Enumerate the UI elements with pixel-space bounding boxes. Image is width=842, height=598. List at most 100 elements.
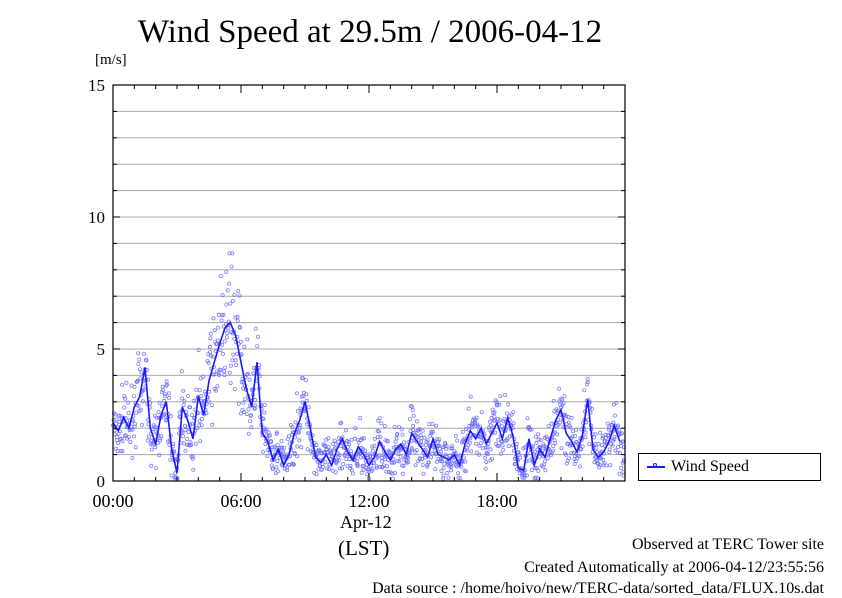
data-point — [529, 467, 534, 472]
data-point — [334, 458, 339, 463]
data-point — [543, 459, 548, 464]
data-point — [181, 441, 186, 446]
data-point — [148, 442, 153, 447]
data-point — [144, 358, 149, 363]
data-point — [410, 447, 415, 452]
data-point — [415, 434, 420, 439]
data-point — [118, 413, 123, 418]
data-point — [394, 436, 399, 441]
data-point — [555, 432, 560, 437]
data-point — [136, 351, 141, 356]
data-point — [120, 382, 125, 387]
data-point — [455, 438, 460, 443]
data-point — [445, 470, 450, 475]
data-point — [213, 388, 218, 393]
data-point — [231, 352, 236, 357]
x-axis-date-label: Apr-12 — [340, 512, 392, 532]
data-point — [516, 450, 521, 455]
data-point — [275, 442, 280, 447]
data-point — [597, 462, 602, 467]
data-point — [339, 420, 344, 425]
data-point — [215, 384, 220, 389]
data-point — [370, 467, 375, 472]
data-point — [244, 372, 249, 377]
data-point — [536, 437, 541, 442]
data-point — [188, 440, 193, 445]
data-point — [206, 399, 211, 404]
chart-title: Wind Speed at 29.5m / 2006-04-12 — [137, 14, 603, 50]
data-point — [608, 463, 613, 468]
data-point — [522, 473, 527, 478]
data-point — [330, 468, 335, 473]
data-point — [589, 406, 594, 411]
data-point — [382, 424, 387, 429]
data-point — [271, 466, 276, 471]
data-point — [314, 472, 319, 477]
data-point — [225, 288, 230, 293]
data-point — [130, 455, 135, 460]
data-point — [159, 434, 164, 439]
data-point — [293, 420, 298, 425]
data-point — [401, 440, 406, 445]
data-point — [217, 372, 222, 377]
data-point — [136, 361, 141, 366]
y-tick-label: 0 — [97, 472, 106, 491]
data-point — [149, 463, 154, 468]
data-point — [440, 445, 445, 450]
data-point — [286, 434, 291, 439]
data-point — [180, 434, 185, 439]
data-point — [585, 382, 590, 387]
data-point — [181, 402, 186, 407]
data-point — [169, 473, 174, 478]
data-point — [165, 382, 170, 387]
data-point — [139, 422, 144, 427]
series-line-path — [112, 321, 621, 474]
data-point — [323, 460, 328, 465]
data-point — [173, 471, 178, 476]
data-point — [227, 281, 232, 286]
data-point — [409, 404, 414, 409]
data-point — [353, 426, 358, 431]
data-point — [267, 433, 272, 438]
plot-frame — [112, 84, 626, 482]
data-point — [543, 468, 548, 473]
data-point — [114, 417, 119, 422]
y-tick-label: 5 — [97, 340, 106, 359]
data-point — [497, 418, 502, 423]
legend: Wind Speed — [638, 453, 821, 481]
data-point — [500, 443, 505, 448]
data-point — [411, 413, 416, 418]
data-point — [207, 344, 212, 349]
data-point — [580, 444, 585, 449]
data-point — [379, 421, 384, 426]
data-point — [551, 443, 556, 448]
data-point — [455, 471, 460, 476]
data-point — [197, 423, 202, 428]
data-point — [571, 429, 576, 434]
data-point — [183, 428, 188, 433]
data-point — [372, 436, 377, 441]
data-point — [481, 446, 486, 451]
data-point — [237, 293, 242, 298]
data-point — [140, 399, 145, 404]
data-point — [436, 456, 441, 461]
data-point — [326, 436, 331, 441]
data-point — [191, 467, 196, 472]
data-point — [504, 411, 509, 416]
data-point — [122, 405, 127, 410]
data-point — [198, 439, 203, 444]
data-point — [470, 421, 475, 426]
data-point — [400, 432, 405, 437]
data-point — [430, 429, 435, 434]
data-point — [226, 323, 231, 328]
data-point — [398, 454, 403, 459]
data-point — [130, 427, 135, 432]
data-point — [604, 463, 609, 468]
data-point — [162, 412, 167, 417]
data-point — [546, 424, 551, 429]
data-point — [376, 453, 381, 458]
data-point — [372, 443, 377, 448]
data-point — [552, 430, 557, 435]
data-point — [366, 467, 371, 472]
data-point — [613, 448, 618, 453]
